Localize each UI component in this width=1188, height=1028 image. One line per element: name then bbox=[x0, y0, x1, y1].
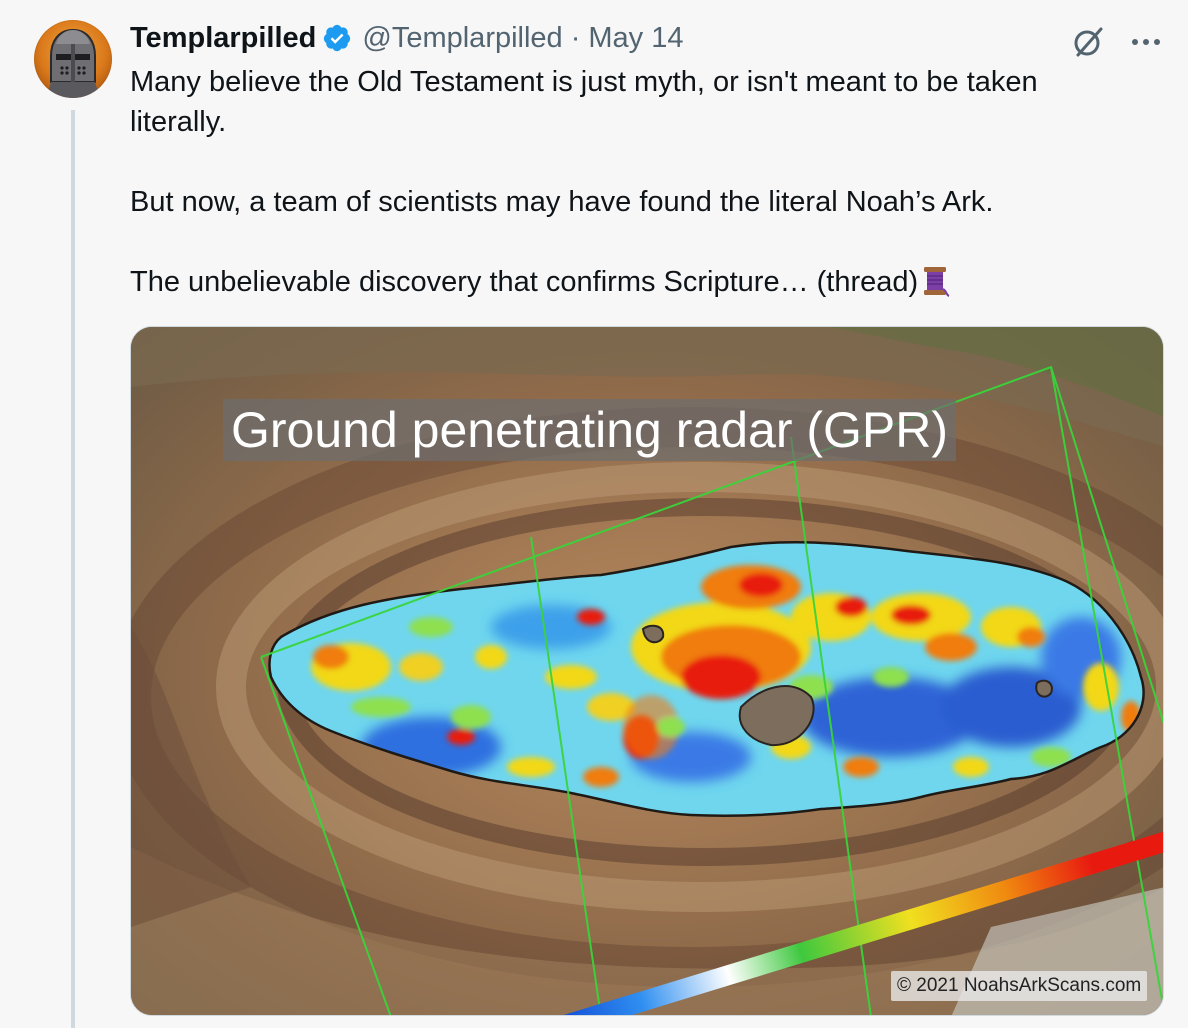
grok-icon[interactable] bbox=[1070, 24, 1106, 60]
avatar[interactable] bbox=[34, 20, 112, 98]
gpr-overlay-title: Ground penetrating radar (GPR) bbox=[223, 399, 957, 461]
verified-badge-icon[interactable] bbox=[322, 23, 352, 53]
tweet-paragraph: But now, a team of scientists may have f… bbox=[130, 186, 994, 218]
header-separator: · bbox=[570, 21, 581, 54]
tweet-media-image[interactable]: Ground penetrating radar (GPR) © 2021 No… bbox=[130, 326, 1164, 1016]
tweet-header: Templarpilled @Templarpilled · May 14 bbox=[130, 18, 683, 58]
thread-connector-line bbox=[71, 110, 75, 1028]
knight-helmet-icon bbox=[46, 28, 100, 98]
image-copyright: © 2021 NoahsArkScans.com bbox=[891, 971, 1148, 1001]
gpr-scan-image bbox=[131, 327, 1163, 1015]
more-icon[interactable] bbox=[1126, 24, 1166, 60]
tweet-date[interactable]: May 14 bbox=[588, 21, 684, 54]
tweet-text: Many believe the Old Testament is just m… bbox=[130, 62, 1140, 302]
author-display-name[interactable]: Templarpilled bbox=[130, 21, 317, 54]
paragraph-gap bbox=[130, 222, 1140, 262]
spool-of-thread-emoji-icon bbox=[920, 265, 950, 297]
paragraph-gap bbox=[130, 142, 1140, 182]
author-handle[interactable]: @Templarpilled bbox=[362, 21, 563, 54]
tweet-paragraph: Many believe the Old Testament is just m… bbox=[130, 66, 1038, 138]
tweet-paragraph: The unbelievable discovery that confirms… bbox=[130, 262, 1140, 302]
tweet-paragraph-text: The unbelievable discovery that confirms… bbox=[130, 266, 919, 298]
